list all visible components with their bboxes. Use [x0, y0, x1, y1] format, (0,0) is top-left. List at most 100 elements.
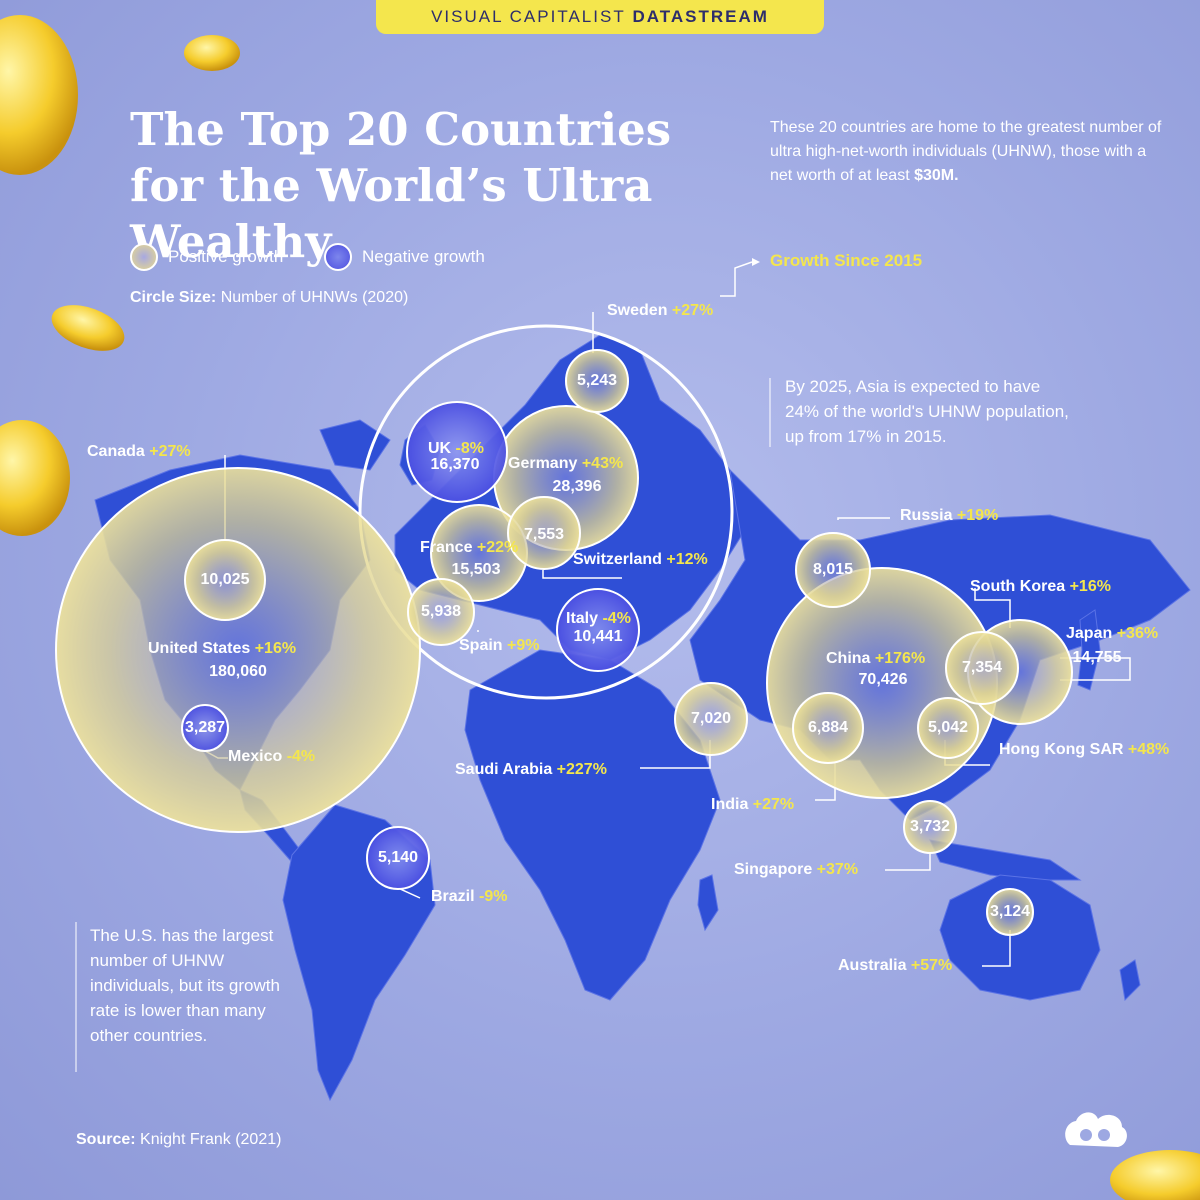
bubble-hong-kong-sar	[917, 697, 979, 759]
country-name: Hong Kong SAR	[999, 741, 1124, 758]
coin-decoration-icons	[0, 15, 1200, 1200]
country-growth: -8%	[451, 440, 485, 457]
source-text: Knight Frank (2021)	[140, 1131, 282, 1148]
value-mexico: 3,287	[184, 719, 226, 736]
label-france: France +22%	[420, 539, 518, 557]
country-name: China	[826, 650, 871, 667]
country-growth: +12%	[661, 551, 708, 568]
negative-dot-icon	[324, 243, 352, 271]
value-india: 6,884	[807, 719, 849, 736]
bubble-singapore	[903, 800, 957, 854]
bubble-canada	[184, 539, 266, 621]
label-canada: Canada +27%	[87, 443, 191, 461]
country-growth: -4%	[282, 748, 316, 765]
country-name: Canada	[87, 443, 145, 460]
label-switzerland: Switzerland +12%	[573, 551, 708, 569]
country-name: Japan	[1066, 625, 1113, 642]
label-saudi-arabia: Saudi Arabia +227%	[455, 761, 607, 779]
country-growth: +19%	[952, 507, 999, 524]
intro-highlight: $30M.	[914, 167, 959, 184]
label-united-states: United States +16%	[148, 640, 296, 658]
country-name: United States	[148, 640, 251, 657]
country-growth: +27%	[667, 302, 714, 319]
country-name: Russia	[900, 507, 953, 524]
country-name: Australia	[838, 957, 907, 974]
country-name: Spain	[459, 637, 503, 654]
country-growth: +16%	[1065, 578, 1111, 595]
asia-note: By 2025, Asia is expected to have 24% of…	[785, 377, 1069, 446]
country-name: Switzerland	[573, 551, 662, 568]
country-growth: +9%	[502, 637, 540, 654]
bubble-saudi-arabia	[674, 682, 748, 756]
value-brazil: 5,140	[377, 849, 419, 866]
label-brazil: Brazil -9%	[431, 888, 507, 906]
country-bubbles	[55, 349, 1073, 936]
intro-text: These 20 countries are home to the great…	[770, 116, 1170, 188]
circle-size-label: Circle Size:	[130, 289, 217, 306]
legend-positive: Positive growth	[130, 241, 283, 273]
brand-banner: VISUAL CAPITALIST DATASTREAM	[376, 0, 824, 34]
country-name: India	[711, 796, 749, 813]
label-italy: Italy -4%	[566, 610, 631, 628]
label-russia: Russia +19%	[900, 507, 998, 525]
label-south-korea: South Korea +16%	[970, 578, 1111, 596]
country-growth: +27%	[144, 443, 191, 460]
bubble-south-korea	[945, 631, 1019, 705]
brand-product: DATASTREAM	[632, 7, 769, 26]
country-name: South Korea	[970, 578, 1066, 595]
country-name: Sweden	[607, 302, 668, 319]
country-name: UK	[428, 440, 452, 457]
country-name: Brazil	[431, 888, 475, 905]
bubble-spain	[407, 578, 475, 646]
page-title: The Top 20 Countries for the World’s Ult…	[130, 103, 672, 268]
value-switzerland: 7,553	[523, 526, 565, 543]
value-canada: 10,025	[200, 571, 250, 588]
growth-since-label: Growth Since 2015	[770, 251, 923, 270]
bubble-brazil	[366, 826, 430, 890]
value-france: 15,503	[451, 561, 501, 578]
circle-size-desc: Number of UHNWs (2020)	[220, 289, 409, 306]
value-japan: 14,755	[1072, 649, 1122, 666]
value-hong-kong-sar: 5,042	[927, 719, 969, 736]
value-china: 70,426	[858, 671, 908, 688]
bubble-mexico	[181, 704, 229, 752]
value-sweden: 5,243	[576, 372, 618, 389]
source-line: Source: Knight Frank (2021)	[76, 1131, 281, 1149]
country-name: Saudi Arabia	[455, 761, 553, 778]
us-note: The U.S. has the largest number of UHNW …	[90, 926, 280, 1045]
value-italy: 10,441	[573, 628, 623, 645]
source-label: Source:	[76, 1131, 136, 1148]
bubble-india	[792, 692, 864, 764]
legend-negative-label: Negative growth	[362, 247, 485, 266]
label-japan: Japan +36%	[1066, 625, 1158, 643]
country-growth: +43%	[577, 455, 624, 472]
country-growth: +227%	[552, 761, 607, 778]
country-growth: -9%	[474, 888, 508, 905]
bubble-sweden	[565, 349, 629, 413]
visual-capitalist-logo-icon	[1065, 1112, 1127, 1147]
value-singapore: 3,732	[909, 818, 951, 835]
brand-name: VISUAL CAPITALIST	[431, 7, 626, 26]
bubble-australia	[986, 888, 1034, 936]
country-growth: +176%	[870, 650, 926, 667]
circle-size-legend: Circle Size: Number of UHNWs (2020)	[130, 289, 408, 307]
label-uk: UK -8%	[428, 440, 484, 458]
country-growth: -4%	[598, 610, 631, 627]
value-south-korea: 7,354	[961, 659, 1003, 676]
country-growth: +27%	[748, 796, 795, 813]
value-germany: 28,396	[552, 478, 602, 495]
bubble-uk	[406, 401, 508, 503]
bubble-russia	[795, 532, 871, 608]
country-name: Germany	[508, 455, 578, 472]
country-name: Mexico	[228, 748, 283, 765]
europe-zoom-lens	[358, 324, 734, 700]
country-growth: +36%	[1112, 625, 1159, 642]
intro-body: These 20 countries are home to the great…	[770, 119, 1162, 184]
label-india: India +27%	[711, 796, 794, 814]
legend-positive-label: Positive growth	[168, 247, 284, 266]
value-russia: 8,015	[812, 561, 854, 578]
country-growth: +37%	[812, 861, 859, 878]
label-hong-kong-sar: Hong Kong SAR +48%	[999, 741, 1169, 759]
label-spain: Spain +9%	[459, 637, 539, 655]
